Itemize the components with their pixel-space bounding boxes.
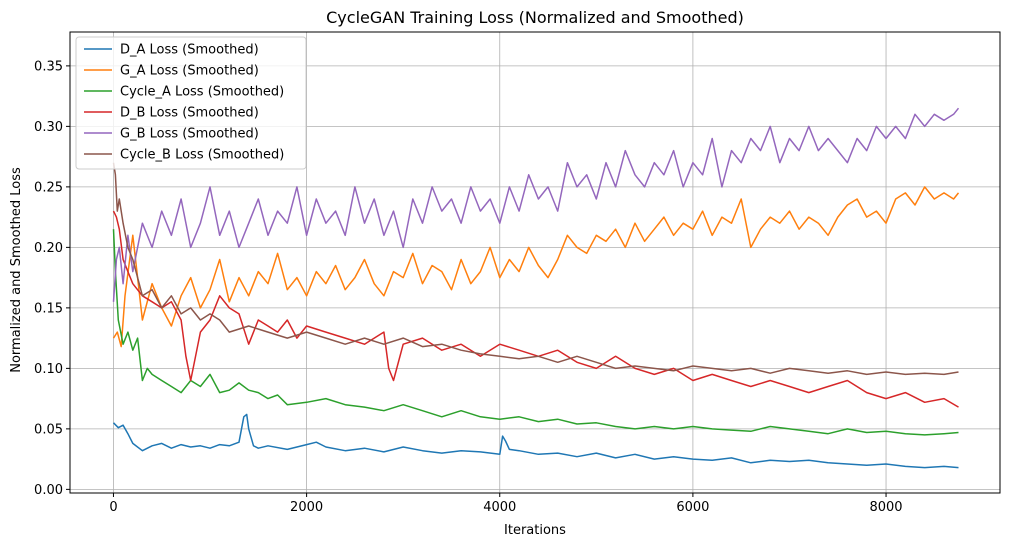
y-tick-label: 0.30 [34,120,63,135]
legend-label: G_A Loss (Smoothed) [120,64,259,79]
y-tick-label: 0.20 [34,241,63,256]
legend-label: Cycle_B Loss (Smoothed) [120,148,284,163]
y-tick-label: 0.25 [34,180,63,195]
x-tick-label: 6000 [676,500,709,515]
legend-box [75,36,307,170]
x-tick-label: 0 [109,500,117,515]
y-tick-label: 0.10 [34,362,63,377]
x-tick-label: 8000 [869,500,902,515]
y-axis-label: Normalized and Smoothed Loss [9,167,24,373]
legend: D_A Loss (Smoothed) G_A Loss (Smoothed) Cy… [75,36,307,170]
series-line-4 [112,107,960,302]
series-line-1 [112,186,960,348]
series-line-5 [112,162,959,376]
x-tick-label: 4000 [483,500,516,515]
y-tick-label: 0.05 [34,422,63,437]
series-line-3 [112,210,959,408]
series-lines [112,107,960,469]
legend-label: D_B Loss (Smoothed) [120,106,259,121]
y-tick-label: 0.00 [34,483,63,498]
x-tick-label: 2000 [290,500,323,515]
series-line-0 [112,413,959,469]
legend-label: D_A Loss (Smoothed) [120,43,259,58]
series-line-2 [112,229,959,436]
chart-title: CycleGAN Training Loss (Normalized and S… [326,8,744,27]
axis-ticks: 0 2000 4000 6000 8000 0.00 0.05 0.10 0.15 0.20 0.2… [34,59,903,515]
y-tick-label: 0.35 [34,59,63,74]
legend-label: Cycle_A Loss (Smoothed) [120,85,284,100]
y-tick-label: 0.15 [34,301,63,316]
plot-frame [69,31,1001,494]
x-axis-label: Iterations [504,523,566,538]
legend-label: G_B Loss (Smoothed) [120,127,259,142]
